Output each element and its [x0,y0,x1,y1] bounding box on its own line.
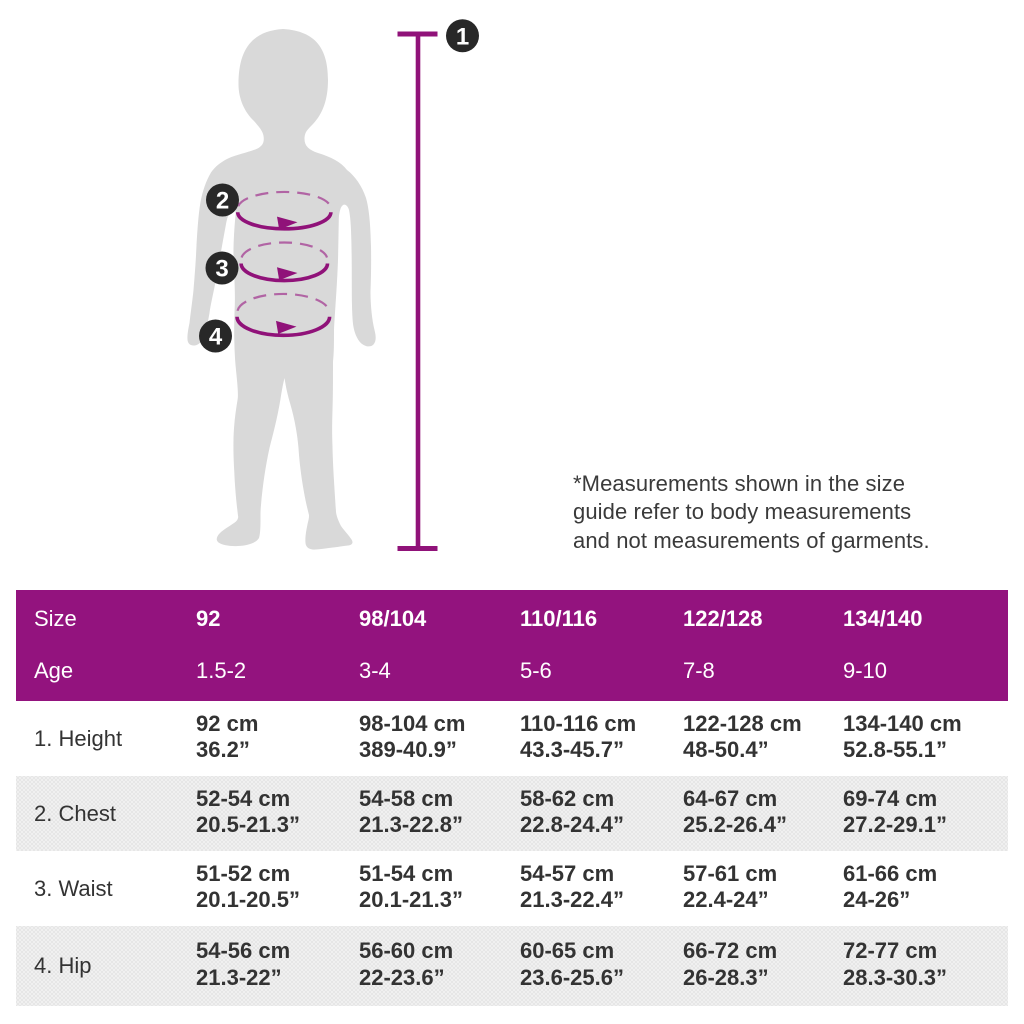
svg-text:2: 2 [216,188,229,215]
svg-text:1: 1 [456,23,469,50]
svg-text:3: 3 [215,256,228,283]
svg-text:4: 4 [209,324,223,351]
